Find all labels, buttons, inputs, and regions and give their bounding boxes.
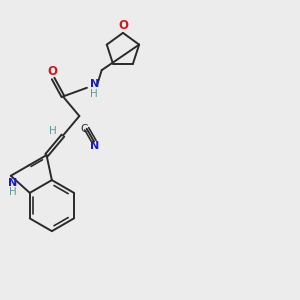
Text: N: N — [90, 141, 99, 152]
Text: H: H — [50, 126, 57, 136]
Text: H: H — [8, 187, 16, 197]
Text: C: C — [80, 124, 88, 134]
Text: O: O — [47, 65, 58, 79]
Text: N: N — [8, 178, 17, 188]
Text: H: H — [90, 89, 98, 99]
Text: O: O — [118, 19, 128, 32]
Text: N: N — [89, 80, 99, 89]
